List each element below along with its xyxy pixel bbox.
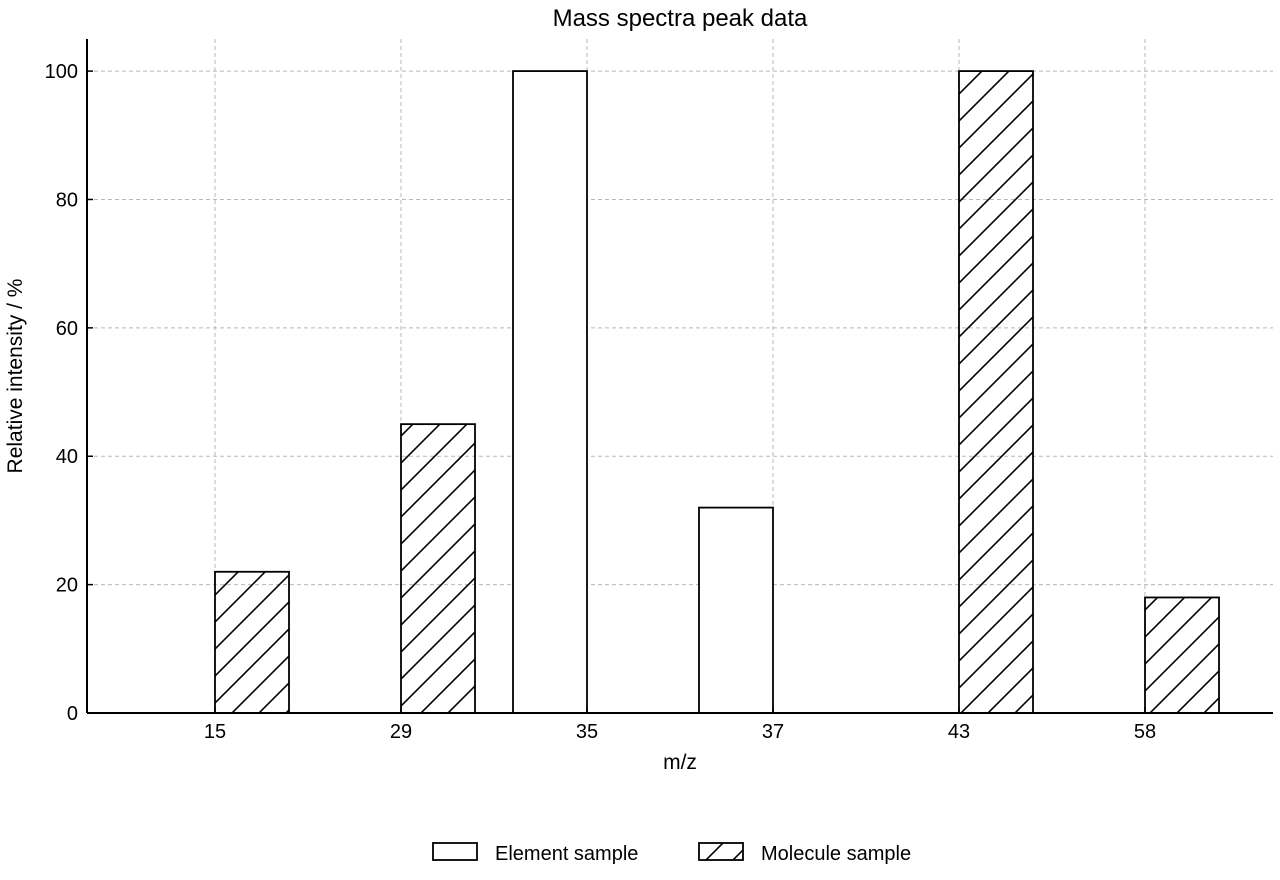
legend-label-molecule: Molecule sample	[761, 843, 911, 865]
y-tick-label: 100	[45, 61, 78, 83]
y-tick-label: 60	[56, 318, 78, 340]
legend-swatch-element	[432, 842, 478, 861]
x-tick-label: 35	[576, 721, 598, 743]
molecule-sample-bar	[1144, 596, 1220, 714]
x-tick-label: 43	[948, 721, 970, 743]
molecule-sample-bar	[958, 70, 1034, 714]
axes	[86, 39, 1273, 714]
y-tick-label: 20	[56, 575, 78, 597]
x-tick-label: 37	[762, 721, 784, 743]
element-sample-bar	[698, 506, 774, 714]
y-tick-label: 0	[67, 703, 78, 725]
y-tick-labels: 0 20 40 60 80 100	[45, 61, 78, 725]
legend: Element sample Molecule sample	[432, 842, 911, 865]
molecule-sample-bar	[214, 570, 290, 714]
x-tick-label: 29	[390, 721, 412, 743]
bars	[214, 70, 1220, 714]
legend-swatch-molecule	[698, 842, 744, 861]
y-tick-label: 40	[56, 446, 78, 468]
y-axis-label: Relative intensity / %	[4, 279, 27, 474]
y-tick-label: 80	[56, 189, 78, 211]
x-tick-label: 58	[1134, 721, 1156, 743]
molecule-sample-bar	[400, 423, 476, 714]
element-sample-bar	[512, 70, 588, 714]
legend-label-element: Element sample	[495, 843, 638, 865]
x-axis-label: m/z	[663, 751, 697, 774]
x-tick-labels: 15 29 35 37 43 58	[204, 721, 1156, 743]
x-tick-label: 15	[204, 721, 226, 743]
chart-title: Mass spectra peak data	[553, 5, 808, 32]
